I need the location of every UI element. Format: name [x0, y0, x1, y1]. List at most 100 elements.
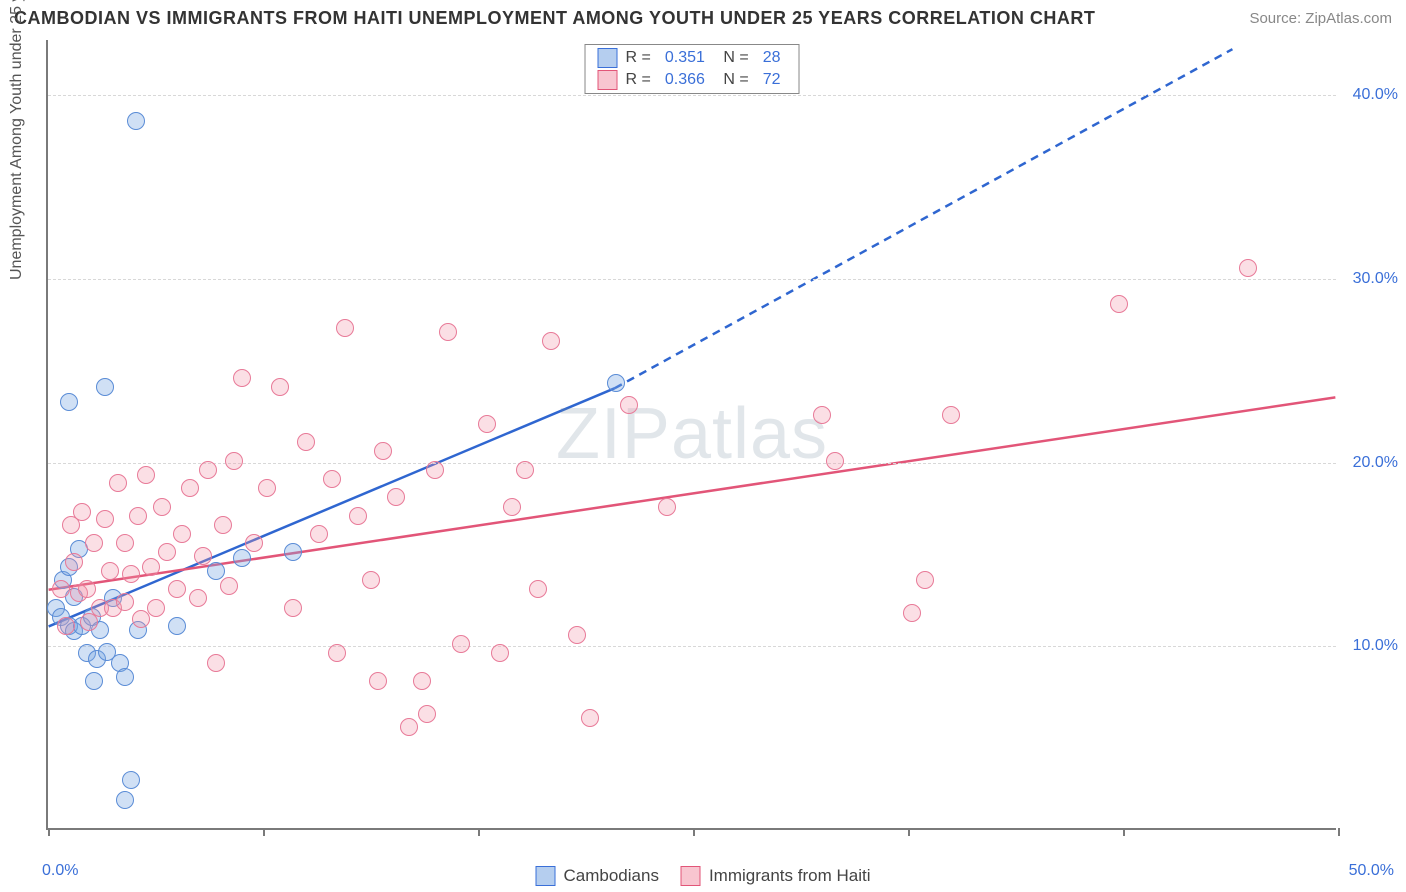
data-point	[168, 617, 186, 635]
data-point	[207, 562, 225, 580]
data-point	[491, 644, 509, 662]
data-point	[109, 474, 127, 492]
data-point	[516, 461, 534, 479]
data-point	[916, 571, 934, 589]
data-point	[60, 393, 78, 411]
n-label: N =	[719, 71, 749, 89]
data-point	[52, 580, 70, 598]
data-point	[452, 635, 470, 653]
data-point	[129, 507, 147, 525]
legend-swatch	[681, 866, 701, 886]
x-tick	[908, 828, 910, 836]
data-point	[503, 498, 521, 516]
data-point	[658, 498, 676, 516]
data-point	[142, 558, 160, 576]
data-point	[122, 771, 140, 789]
data-point	[439, 323, 457, 341]
legend-row: R =0.351 N =28	[586, 47, 799, 69]
legend-swatch	[598, 70, 618, 90]
data-point	[374, 442, 392, 460]
legend-swatch	[536, 866, 556, 886]
data-point	[1110, 295, 1128, 313]
data-point	[369, 672, 387, 690]
data-point	[137, 466, 155, 484]
data-point	[362, 571, 380, 589]
data-point	[245, 534, 263, 552]
data-point	[194, 547, 212, 565]
data-point	[542, 332, 560, 350]
data-point	[942, 406, 960, 424]
data-point	[199, 461, 217, 479]
data-point	[826, 452, 844, 470]
data-point	[132, 610, 150, 628]
data-point	[116, 668, 134, 686]
data-point	[297, 433, 315, 451]
data-point	[147, 599, 165, 617]
x-axis-start-label: 0.0%	[42, 862, 78, 880]
data-point	[258, 479, 276, 497]
legend-item: Cambodians	[536, 866, 659, 886]
data-point	[271, 378, 289, 396]
data-point	[284, 599, 302, 617]
data-point	[418, 705, 436, 723]
legend-row: R = 0.366 N = 72	[586, 69, 799, 91]
data-point	[620, 396, 638, 414]
n-label: N =	[719, 49, 749, 67]
data-point	[478, 415, 496, 433]
chart-plot-area: R =0.351 N =28R =0.366 N =72 ZIPatlas 10…	[46, 40, 1336, 830]
data-point	[529, 580, 547, 598]
chart-title: CAMBODIAN VS IMMIGRANTS FROM HAITI UNEMP…	[14, 8, 1095, 29]
r-value: 0.366	[665, 71, 705, 89]
data-point	[310, 525, 328, 543]
data-point	[168, 580, 186, 598]
y-tick-label: 10.0%	[1353, 637, 1398, 655]
data-point	[233, 369, 251, 387]
y-axis-label: Unemployment Among Youth under 25 years	[8, 0, 26, 280]
y-tick-label: 40.0%	[1353, 86, 1398, 104]
data-point	[581, 709, 599, 727]
series-legend: Cambodians Immigrants from Haiti	[536, 866, 871, 886]
data-point	[181, 479, 199, 497]
data-point	[225, 452, 243, 470]
n-value: 72	[763, 71, 781, 89]
correlation-legend: R =0.351 N =28R =0.366 N =72	[585, 44, 800, 94]
data-point	[101, 562, 119, 580]
data-point	[57, 617, 75, 635]
data-point	[85, 672, 103, 690]
data-point	[426, 461, 444, 479]
data-point	[122, 565, 140, 583]
data-point	[73, 503, 91, 521]
data-point	[85, 534, 103, 552]
data-point	[387, 488, 405, 506]
gridline	[48, 279, 1336, 280]
data-point	[323, 470, 341, 488]
x-tick	[48, 828, 50, 836]
r-label: R =	[626, 71, 651, 89]
r-label: R =	[626, 49, 651, 67]
data-point	[214, 516, 232, 534]
y-tick-label: 20.0%	[1353, 454, 1398, 472]
x-tick	[1123, 828, 1125, 836]
data-point	[328, 644, 346, 662]
data-point	[116, 593, 134, 611]
legend-item: Immigrants from Haiti	[681, 866, 871, 886]
x-axis-end-label: 50.0%	[1349, 862, 1394, 880]
data-point	[173, 525, 191, 543]
r-value: 0.351	[665, 49, 705, 67]
data-point	[96, 378, 114, 396]
x-tick	[263, 828, 265, 836]
x-tick	[693, 828, 695, 836]
data-point	[153, 498, 171, 516]
legend-label: Immigrants from Haiti	[709, 866, 871, 886]
data-point	[400, 718, 418, 736]
data-point	[158, 543, 176, 561]
data-point	[1239, 259, 1257, 277]
data-point	[116, 791, 134, 809]
gridline	[48, 95, 1336, 96]
x-tick	[478, 828, 480, 836]
legend-label: Cambodians	[564, 866, 659, 886]
y-tick-label: 30.0%	[1353, 270, 1398, 288]
data-point	[336, 319, 354, 337]
data-point	[607, 374, 625, 392]
gridline	[48, 646, 1336, 647]
